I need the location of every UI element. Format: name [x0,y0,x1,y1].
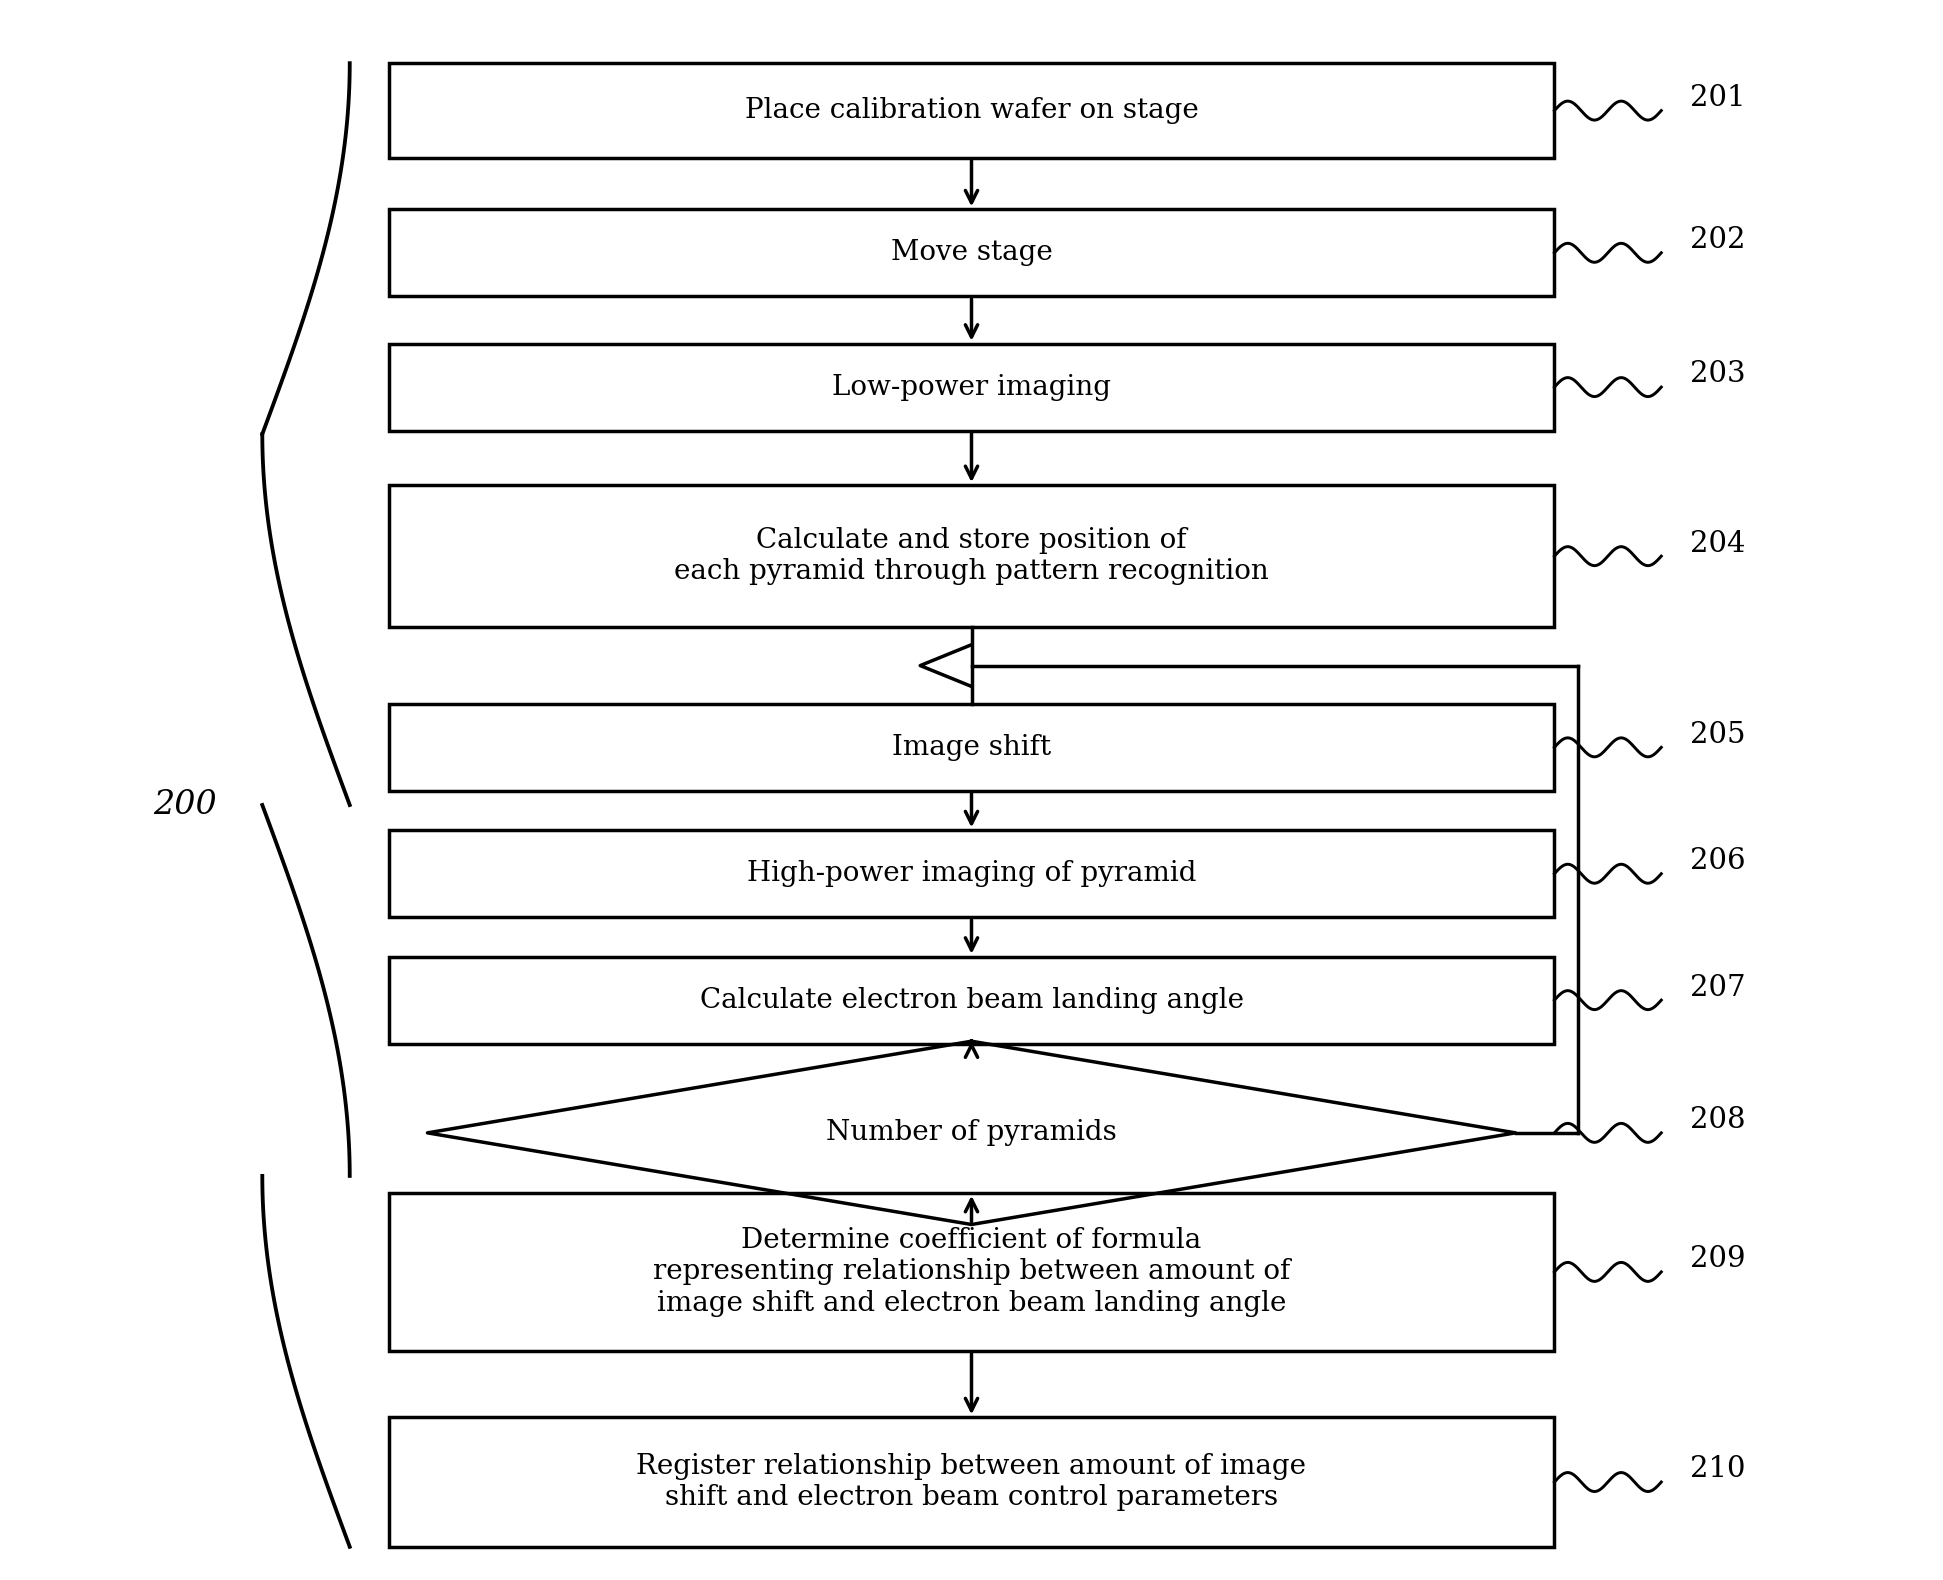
Text: 200: 200 [153,788,216,822]
Text: Low-power imaging: Low-power imaging [832,373,1111,401]
Text: 207: 207 [1690,973,1747,1002]
Text: High-power imaging of pyramid: High-power imaging of pyramid [746,860,1197,888]
Text: Calculate and store position of
each pyramid through pattern recognition: Calculate and store position of each pyr… [674,528,1269,585]
Text: Number of pyramids: Number of pyramids [826,1119,1117,1147]
Text: Calculate electron beam landing angle: Calculate electron beam landing angle [699,986,1244,1014]
Text: 204: 204 [1690,529,1747,558]
Text: 203: 203 [1690,360,1747,389]
Bar [389,705,1554,790]
Bar [389,63,1554,158]
Bar [389,1417,1554,1547]
Text: 202: 202 [1690,226,1747,254]
Text: Image shift: Image shift [892,733,1051,762]
Text: 205: 205 [1690,720,1747,749]
Bar [389,957,1554,1044]
Text: Place calibration wafer on stage: Place calibration wafer on stage [744,96,1199,125]
Bar [389,485,1554,627]
Text: 209: 209 [1690,1245,1747,1273]
Bar [389,209,1554,297]
Bar [389,1193,1554,1351]
Bar [389,343,1554,430]
Bar [389,831,1554,916]
Text: Register relationship between amount of image
shift and electron beam control pa: Register relationship between amount of … [637,1454,1306,1510]
Text: 201: 201 [1690,84,1747,112]
Text: Determine coefficient of formula
representing relationship between amount of
ima: Determine coefficient of formula represe… [653,1228,1290,1316]
Text: 208: 208 [1690,1106,1747,1134]
Text: Move stage: Move stage [890,239,1053,267]
Text: 206: 206 [1690,847,1747,875]
Text: 210: 210 [1690,1455,1747,1484]
